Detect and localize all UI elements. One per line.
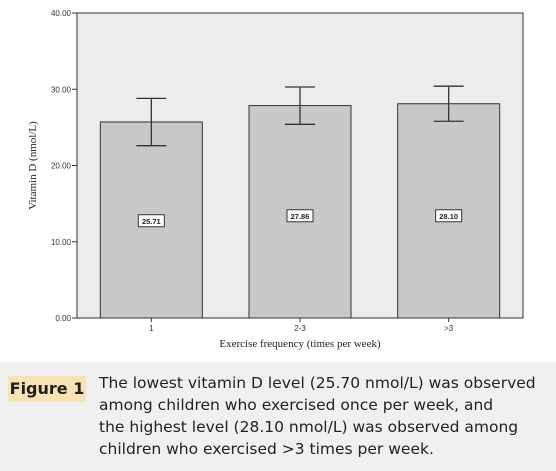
figure-caption: Figure 1 The lowest vitamin D level (25.… bbox=[0, 362, 556, 471]
chart: 0.00 10.00 20.00 30.00 40.00 25.71 27.86 28.10… bbox=[27, 9, 524, 350]
data-label-box bbox=[137, 214, 165, 228]
caption-text: The lowest vitamin D level (25.70 nmol/L… bbox=[99, 372, 551, 460]
y-tick-label: 40.00 bbox=[51, 9, 72, 18]
y-axis-label: Vitamin D (nmol/L) bbox=[27, 121, 39, 210]
caption-line: The lowest vitamin D level (25.70 nmol/L… bbox=[99, 374, 536, 392]
caption-line: the highest level (28.10 nmol/L) was obs… bbox=[99, 418, 519, 436]
data-label-box bbox=[286, 209, 314, 223]
y-tick-label: 0.00 bbox=[55, 314, 71, 323]
caption-line: among children who exercised once per we… bbox=[99, 396, 494, 414]
figure-label: Figure 1 bbox=[8, 376, 86, 402]
caption-line: children who exercised >3 times per week… bbox=[99, 440, 434, 458]
data-label: 27.86 bbox=[291, 212, 310, 221]
data-label: 25.71 bbox=[142, 217, 161, 226]
bar-chart-svg: 0.00 10.00 20.00 30.00 40.00 25.71 27.86 28.10… bbox=[27, 9, 524, 350]
x-axis-label: Exercise frequency (times per week) bbox=[219, 338, 381, 350]
y-tick-label: 30.00 bbox=[51, 85, 72, 94]
y-tick-label: 20.00 bbox=[51, 162, 72, 171]
y-tick-label: 10.00 bbox=[51, 238, 72, 247]
data-label: 28.10 bbox=[439, 212, 458, 221]
x-tick-label: 1 bbox=[149, 324, 154, 333]
x-tick-label: 2-3 bbox=[294, 324, 306, 333]
data-label-box bbox=[435, 209, 463, 223]
x-tick-label: >3 bbox=[444, 324, 454, 333]
